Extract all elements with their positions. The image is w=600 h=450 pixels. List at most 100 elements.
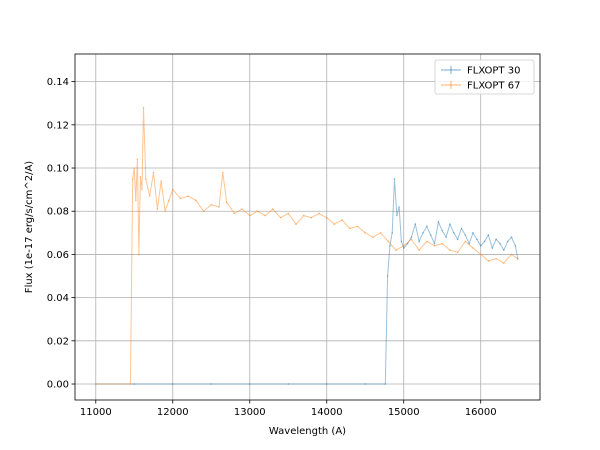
x-tick-label: 11000: [80, 407, 112, 418]
data-point: [472, 247, 474, 249]
grid-layer: [75, 54, 540, 400]
data-point: [156, 208, 159, 210]
data-point: [445, 236, 447, 238]
data-point: [222, 171, 224, 174]
legend-item: FLXOPT 67: [441, 81, 520, 92]
data-point: [138, 253, 140, 256]
x-tick-label: 15000: [388, 407, 420, 418]
data-point: [386, 275, 389, 277]
data-point: [295, 223, 297, 225]
data-point: [418, 249, 420, 251]
data-point: [468, 242, 470, 245]
data-point: [510, 253, 513, 256]
y-tick-label: 0.02: [47, 336, 69, 347]
x-tick-label: 14000: [311, 407, 343, 418]
data-point: [422, 232, 424, 234]
data-point: [395, 249, 397, 251]
x-axis-title: Wavelength (A): [269, 426, 346, 437]
data-point: [325, 216, 328, 219]
data-point: [152, 171, 155, 174]
data-point: [356, 225, 359, 228]
data-point: [310, 216, 313, 219]
series-line: [95, 178, 519, 385]
axes-frame: [74, 53, 541, 401]
series-line: [95, 107, 518, 385]
data-point: [218, 206, 220, 208]
data-point: [387, 240, 390, 243]
data-point: [131, 178, 134, 180]
data-point: [402, 244, 405, 247]
data-point: [472, 232, 474, 234]
data-point: [171, 383, 174, 385]
data-point: [460, 227, 463, 230]
y-tick-label: 0.14: [47, 77, 69, 88]
data-point: [341, 219, 343, 221]
data-point: [398, 206, 400, 208]
data-point: [456, 251, 459, 254]
data-point: [402, 247, 405, 249]
y-tick-label: 0.08: [47, 207, 69, 218]
data-point: [210, 383, 213, 385]
data-point: [248, 214, 251, 217]
data-point: [516, 257, 519, 260]
legend-item: FLXOPT 30: [441, 66, 520, 77]
series-0: [94, 178, 519, 385]
data-point: [483, 240, 486, 243]
data-point: [136, 158, 139, 161]
data-point: [179, 197, 182, 200]
data-point: [164, 210, 166, 213]
data-point: [433, 244, 436, 247]
data-point: [503, 249, 505, 251]
legend: FLXOPT 30 FLXOPT 67: [434, 59, 535, 95]
data-point: [384, 383, 387, 385]
data-point: [287, 383, 290, 385]
data-point: [393, 178, 396, 180]
data-point: [148, 195, 151, 197]
data-point: [456, 238, 459, 241]
data-point: [516, 257, 519, 260]
data-point: [514, 244, 517, 247]
data-point: [135, 199, 137, 202]
data-point: [391, 232, 393, 234]
data-point: [426, 240, 428, 243]
data-point: [202, 210, 205, 213]
data-point: [506, 240, 509, 243]
data-point: [396, 214, 398, 217]
data-point: [129, 383, 132, 385]
series-layer: [94, 106, 519, 385]
data-point: [379, 232, 382, 234]
x-tick-label: 12000: [157, 407, 189, 418]
data-point: [195, 199, 197, 202]
data-point: [406, 242, 409, 245]
data-point: [364, 232, 367, 234]
y-tick-label: 0.06: [47, 250, 69, 261]
data-point: [510, 236, 513, 238]
data-point: [325, 383, 328, 385]
data-point: [479, 244, 482, 247]
data-point: [171, 188, 174, 191]
data-point: [452, 232, 455, 234]
legend-label: FLXOPT 67: [467, 81, 520, 92]
data-point: [133, 383, 136, 385]
data-point: [287, 212, 290, 215]
data-point: [233, 212, 236, 215]
data-point: [139, 175, 142, 178]
data-point: [418, 240, 420, 243]
data-point: [464, 234, 467, 236]
data-point: [389, 244, 391, 247]
y-tick-label: 0.04: [47, 293, 69, 304]
data-point: [499, 242, 501, 245]
y-tick-label: 0.10: [47, 164, 69, 175]
data-point: [487, 260, 490, 262]
data-point: [279, 216, 282, 219]
data-point: [333, 223, 336, 225]
data-point: [410, 238, 413, 241]
data-point: [426, 225, 428, 228]
data-point: [133, 167, 136, 169]
y-tick-label: 0.12: [47, 120, 69, 131]
data-point: [441, 242, 444, 245]
data-point: [168, 199, 170, 202]
data-point: [449, 223, 451, 225]
x-tick-label: 16000: [465, 407, 497, 418]
